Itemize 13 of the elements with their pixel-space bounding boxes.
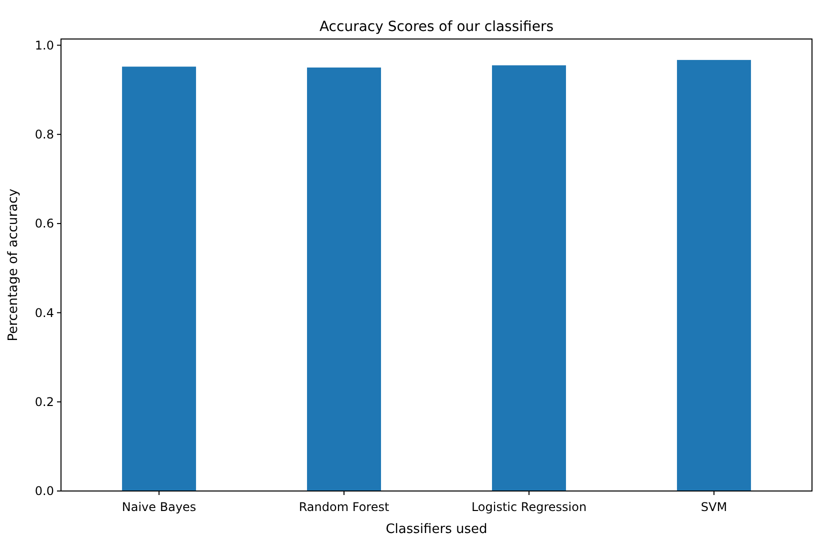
y-tick-label: 0.2 — [34, 395, 54, 410]
x-tick-label: Random Forest — [298, 500, 390, 514]
y-tick-label: 0.6 — [34, 216, 54, 231]
x-tick-label: Naive Bayes — [122, 500, 196, 514]
y-tick-label: 1.0 — [34, 38, 54, 52]
x-tick-label: Logistic Regression — [471, 500, 587, 514]
chart-title: Accuracy Scores of our classifiers — [319, 19, 554, 35]
x-axis-title: Classifiers used — [386, 522, 488, 537]
y-tick-label: 0.8 — [34, 128, 54, 142]
x-tick-label: SVM — [700, 500, 728, 514]
y-tick-label: 0.0 — [34, 484, 54, 498]
y-axis-title: Percentage of accuracy — [6, 188, 21, 342]
y-tick-label: 0.4 — [34, 306, 54, 320]
